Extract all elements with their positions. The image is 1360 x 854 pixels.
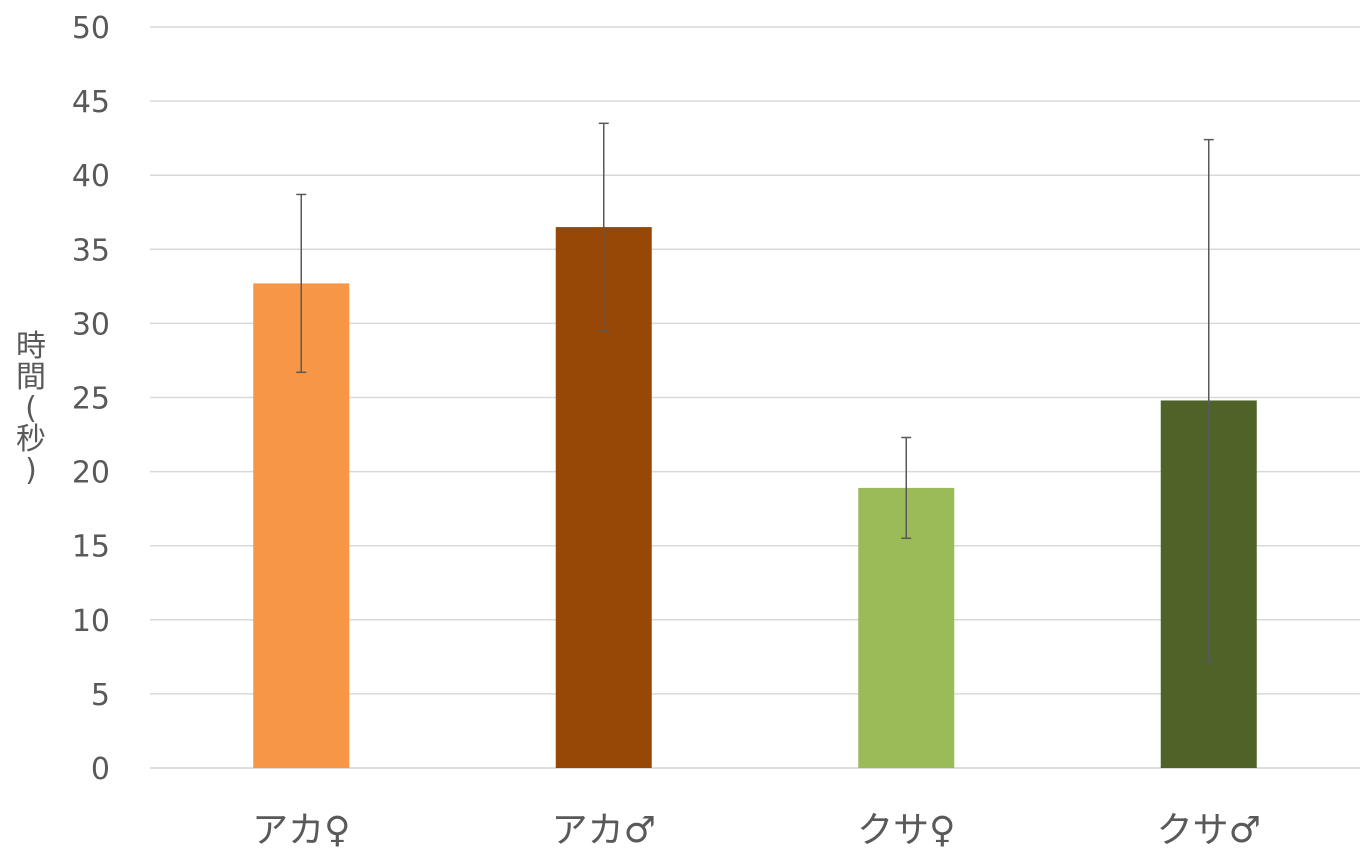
y-axis-label: 時間(秒) [16, 329, 46, 488]
y-axis-label-char: ) [25, 453, 37, 488]
x-axis-ticks: アカ♀ アカ♂ クサ♀ クサ♂ [252, 810, 1261, 851]
error-bar [901, 436, 912, 540]
y-tick-label: 25 [72, 382, 110, 417]
y-axis-label-char: 間 [16, 360, 46, 395]
x-tick-label: クサ♂ [1157, 810, 1261, 850]
error-bars [296, 122, 1214, 663]
y-tick-label: 40 [72, 159, 110, 194]
y-tick-label: 10 [72, 604, 110, 639]
y-tick-label: 5 [91, 678, 110, 713]
error-bar [1203, 138, 1214, 663]
y-tick-label: 20 [72, 456, 110, 491]
y-tick-label: 35 [72, 233, 110, 268]
gridlines [150, 26, 1360, 769]
y-tick-label: 0 [91, 752, 110, 787]
y-axis-ticks: 0 5 10 15 20 25 30 35 40 45 50 [72, 11, 110, 787]
y-tick-label: 15 [72, 530, 110, 565]
error-bar [598, 122, 609, 332]
x-tick-label: アカ♂ [552, 810, 656, 850]
bars [253, 227, 1257, 768]
y-axis-label-char: 秒 [16, 422, 46, 457]
y-tick-label: 30 [72, 307, 110, 342]
y-axis-label-char: 時 [16, 329, 46, 364]
y-tick-label: 50 [72, 11, 110, 46]
x-tick-label: クサ♀ [857, 810, 955, 850]
error-bar [296, 193, 307, 374]
x-tick-label: アカ♀ [252, 810, 350, 850]
y-axis-label-char: ( [25, 391, 37, 426]
y-tick-label: 45 [72, 85, 110, 120]
